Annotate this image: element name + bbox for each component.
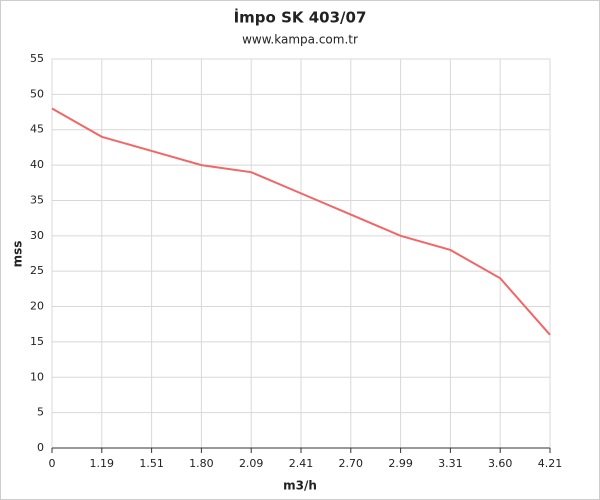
y-tick-label: 5 bbox=[37, 406, 44, 419]
y-tick-label: 45 bbox=[30, 123, 44, 136]
y-tick-label: 50 bbox=[30, 87, 44, 100]
x-tick-label: 1.19 bbox=[90, 457, 115, 470]
y-axis-label: mss bbox=[11, 241, 25, 268]
y-tick-label: 40 bbox=[30, 158, 44, 171]
x-tick-label: 2.70 bbox=[339, 457, 364, 470]
y-tick-label: 30 bbox=[30, 229, 44, 242]
x-axis-label: m3/h bbox=[283, 479, 317, 493]
x-tick-label: 2.99 bbox=[388, 457, 413, 470]
y-tick-label: 0 bbox=[37, 441, 44, 454]
y-tick-label: 25 bbox=[30, 264, 44, 277]
y-tick-label: 10 bbox=[30, 370, 44, 383]
y-tick-label: 55 bbox=[30, 52, 44, 65]
x-tick-label: 3.31 bbox=[438, 457, 463, 470]
y-tick-label: 15 bbox=[30, 335, 44, 348]
x-tick-label: 1.80 bbox=[189, 457, 214, 470]
x-tick-label: 2.41 bbox=[289, 457, 314, 470]
x-tick-label: 2.09 bbox=[239, 457, 264, 470]
chart-title: İmpo SK 403/07 bbox=[234, 8, 367, 27]
y-tick-label: 35 bbox=[30, 193, 44, 206]
chart-subtitle: www.kampa.com.tr bbox=[242, 33, 358, 47]
series-line bbox=[51, 107, 551, 336]
y-tick-label: 20 bbox=[30, 300, 44, 313]
x-tick-label: 0 bbox=[49, 457, 56, 470]
x-tick-label: 1.51 bbox=[139, 457, 164, 470]
x-tick-label: 3.60 bbox=[488, 457, 513, 470]
x-tick-label: 4.21 bbox=[538, 457, 563, 470]
